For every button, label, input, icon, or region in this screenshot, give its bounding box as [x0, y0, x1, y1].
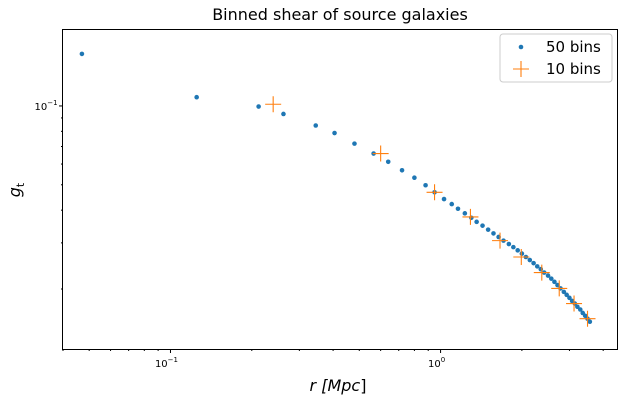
point-10-bins [492, 232, 509, 249]
y-tick-label: 10−1 [34, 99, 57, 113]
point-50-bins [455, 206, 461, 212]
point-50-bins [491, 231, 496, 236]
point-50-bins [313, 123, 319, 128]
point-50-bins [555, 282, 560, 288]
plot-area [62, 29, 618, 350]
point-10-bins [462, 208, 479, 225]
legend-label: 10 bins [546, 60, 601, 78]
point-50-bins [545, 273, 551, 278]
point-50-bins [352, 141, 357, 146]
x-axis-ticks: 10−1 100 [62, 349, 604, 370]
point-50-bins [564, 292, 569, 298]
point-50-bins [531, 260, 536, 266]
point-10-bins [533, 264, 550, 281]
point-50-bins [485, 227, 491, 232]
point-50-bins [511, 244, 516, 250]
point-10-bins [579, 310, 596, 327]
point-50-bins [519, 251, 525, 256]
chart-title: Binned shear of source galaxies [212, 5, 468, 24]
data-marks [79, 51, 596, 327]
point-10-bins [566, 295, 583, 312]
point-50-bins [385, 159, 391, 165]
point-50-bins [449, 201, 455, 207]
point-50-bins [281, 111, 286, 117]
point-50-bins [79, 51, 85, 57]
point-50-bins [469, 215, 474, 221]
point-50-bins [567, 295, 572, 301]
point-50-bins [332, 130, 337, 136]
legend: 50 bins 10 bins [499, 33, 613, 83]
point-50-bins [506, 241, 512, 247]
point-50-bins [534, 264, 540, 269]
point-50-bins [256, 104, 261, 109]
legend-marker-plus [513, 61, 529, 77]
point-50-bins [474, 219, 479, 225]
point-50-bins [538, 266, 544, 272]
point-50-bins [480, 223, 485, 228]
point-50-bins [577, 307, 583, 312]
point-50-bins [575, 304, 580, 310]
legend-marker-dot [518, 44, 524, 50]
point-10-bins [513, 248, 530, 265]
y-axis-ticks: 10−1 [34, 99, 63, 290]
point-50-bins [515, 248, 520, 253]
point-50-bins [441, 196, 447, 202]
point-10-bins [551, 280, 568, 297]
point-50-bins [399, 167, 405, 173]
point-50-bins [194, 94, 199, 100]
point-50-bins [587, 319, 593, 325]
y-axis-label: gt [5, 182, 27, 197]
x-tick-label: 10−1 [155, 356, 178, 370]
point-50-bins [527, 257, 533, 263]
legend-box [499, 33, 613, 83]
point-10-bins [265, 96, 282, 113]
point-50-bins [462, 211, 468, 216]
legend-label: 50 bins [546, 38, 601, 56]
x-tick-label: 100 [428, 356, 445, 370]
point-50-bins [548, 276, 554, 281]
x-axis-label: r [Mpc] [310, 376, 367, 395]
point-50-bins [412, 175, 417, 181]
point-50-bins [561, 289, 567, 295]
point-10-bins [426, 184, 443, 201]
point-50-bins [552, 279, 557, 285]
point-10-bins [372, 145, 389, 162]
point-50-bins [423, 182, 428, 188]
